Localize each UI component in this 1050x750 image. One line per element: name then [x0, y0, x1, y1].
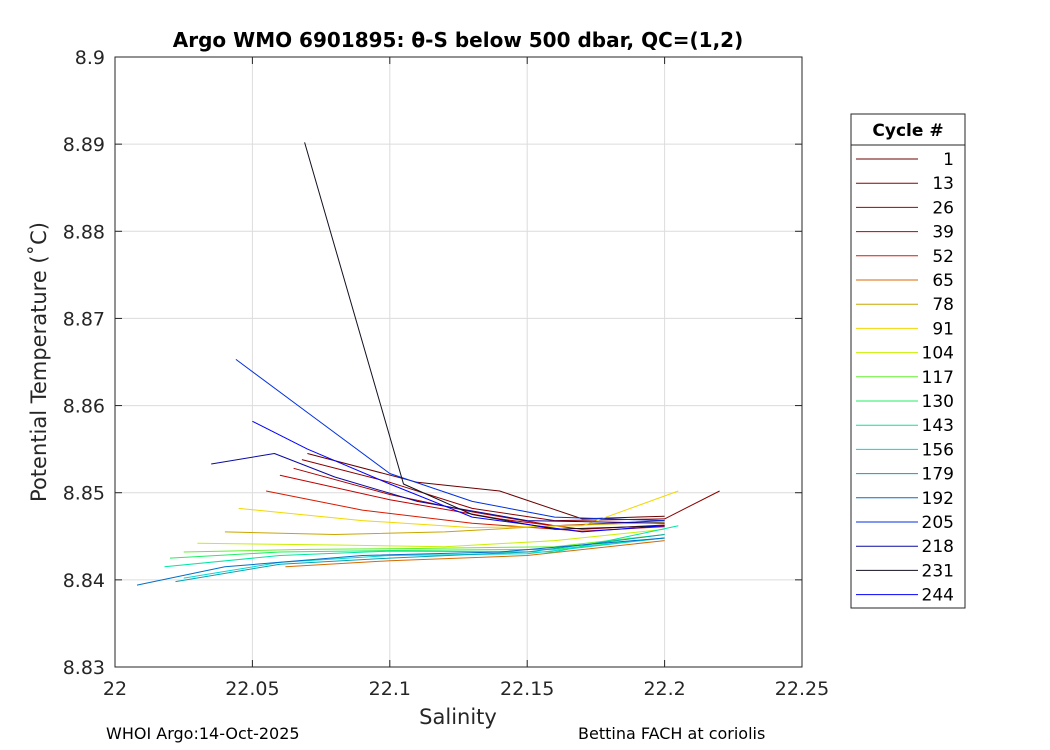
legend-label: 26 [932, 198, 954, 218]
series-line-cycle-65 [285, 540, 665, 568]
x-tick-label: 22 [103, 678, 127, 700]
x-tick-label: 22.1 [369, 678, 411, 700]
x-tick-label: 22.15 [500, 678, 554, 700]
legend-label: 13 [932, 174, 954, 194]
legend-label: 52 [932, 247, 954, 267]
legend-label: 78 [932, 295, 954, 315]
legend-label: 192 [922, 489, 954, 509]
axis-ticks: 22 22.05 22.1 22.15 22.2 22.25 8.83 8.84 8.85 8.8… [63, 47, 830, 700]
legend-label: 39 [932, 223, 954, 243]
series-line-cycle-231 [304, 142, 665, 530]
legend-box [850, 113, 966, 609]
legend-label: 205 [922, 513, 954, 533]
legend-label: 117 [922, 368, 954, 388]
series-line-cycle-244 [252, 420, 665, 533]
footer-credit: Bettina FACH at coriolis [578, 724, 766, 743]
x-tick-label: 22.2 [643, 678, 685, 700]
legend-label: 156 [922, 440, 954, 460]
series-line-cycle-205 [235, 358, 665, 522]
x-tick-label: 22.05 [225, 678, 279, 700]
series-line-cycle-78 [224, 521, 665, 535]
legend-label: 65 [932, 271, 954, 291]
series-line-cycle-1 [307, 453, 665, 520]
legend-title: Cycle # [872, 121, 943, 141]
legend-label: 231 [922, 561, 954, 581]
legend-label: 244 [922, 586, 954, 606]
chart-title: Argo WMO 6901895: θ-S below 500 dbar, QC… [173, 28, 743, 52]
x-axis-label: Salinity [419, 705, 497, 729]
series-line-cycle-91 [238, 490, 679, 529]
legend-label: 91 [932, 319, 954, 339]
legend-label: 218 [922, 537, 954, 557]
series-line-cycle-104 [197, 528, 665, 548]
legend-label: 104 [922, 344, 954, 364]
footer-date: WHOI Argo:14-Oct-2025 [106, 724, 300, 743]
y-tick-label: 8.89 [63, 134, 105, 156]
series-line-cycle-156 [183, 537, 665, 579]
y-tick-label: 8.9 [75, 47, 105, 69]
legend-label: 143 [922, 416, 954, 436]
y-axis-label: Potential Temperature (˚C) [27, 222, 51, 502]
y-tick-label: 8.87 [63, 308, 105, 330]
y-tick-label: 8.85 [63, 483, 105, 505]
series-line-cycle-117 [183, 534, 665, 553]
series-line-cycle-13 [301, 459, 720, 522]
legend-label: 1 [943, 150, 954, 170]
y-tick-label: 8.83 [63, 657, 105, 679]
series-line-cycle-218 [211, 453, 665, 524]
series-line-cycle-26 [293, 467, 665, 527]
legend: Cycle # 1 13 26 39 52 65 78 91 104 117 130 143 156 17… [850, 113, 966, 609]
legend-label: 130 [922, 392, 954, 412]
data-series-group [136, 142, 720, 586]
legend-items: 1 13 26 39 52 65 78 91 104 117 130 143 156 179 192 205 2… [856, 150, 954, 606]
plot-frame [114, 56, 803, 668]
y-tick-label: 8.88 [63, 221, 105, 243]
series-line-cycle-130 [169, 537, 665, 559]
legend-label: 179 [922, 465, 954, 485]
y-tick-label: 8.84 [63, 570, 105, 592]
y-tick-label: 8.86 [63, 396, 105, 418]
series-line-cycle-192 [136, 537, 665, 586]
x-tick-label: 22.25 [775, 678, 829, 700]
